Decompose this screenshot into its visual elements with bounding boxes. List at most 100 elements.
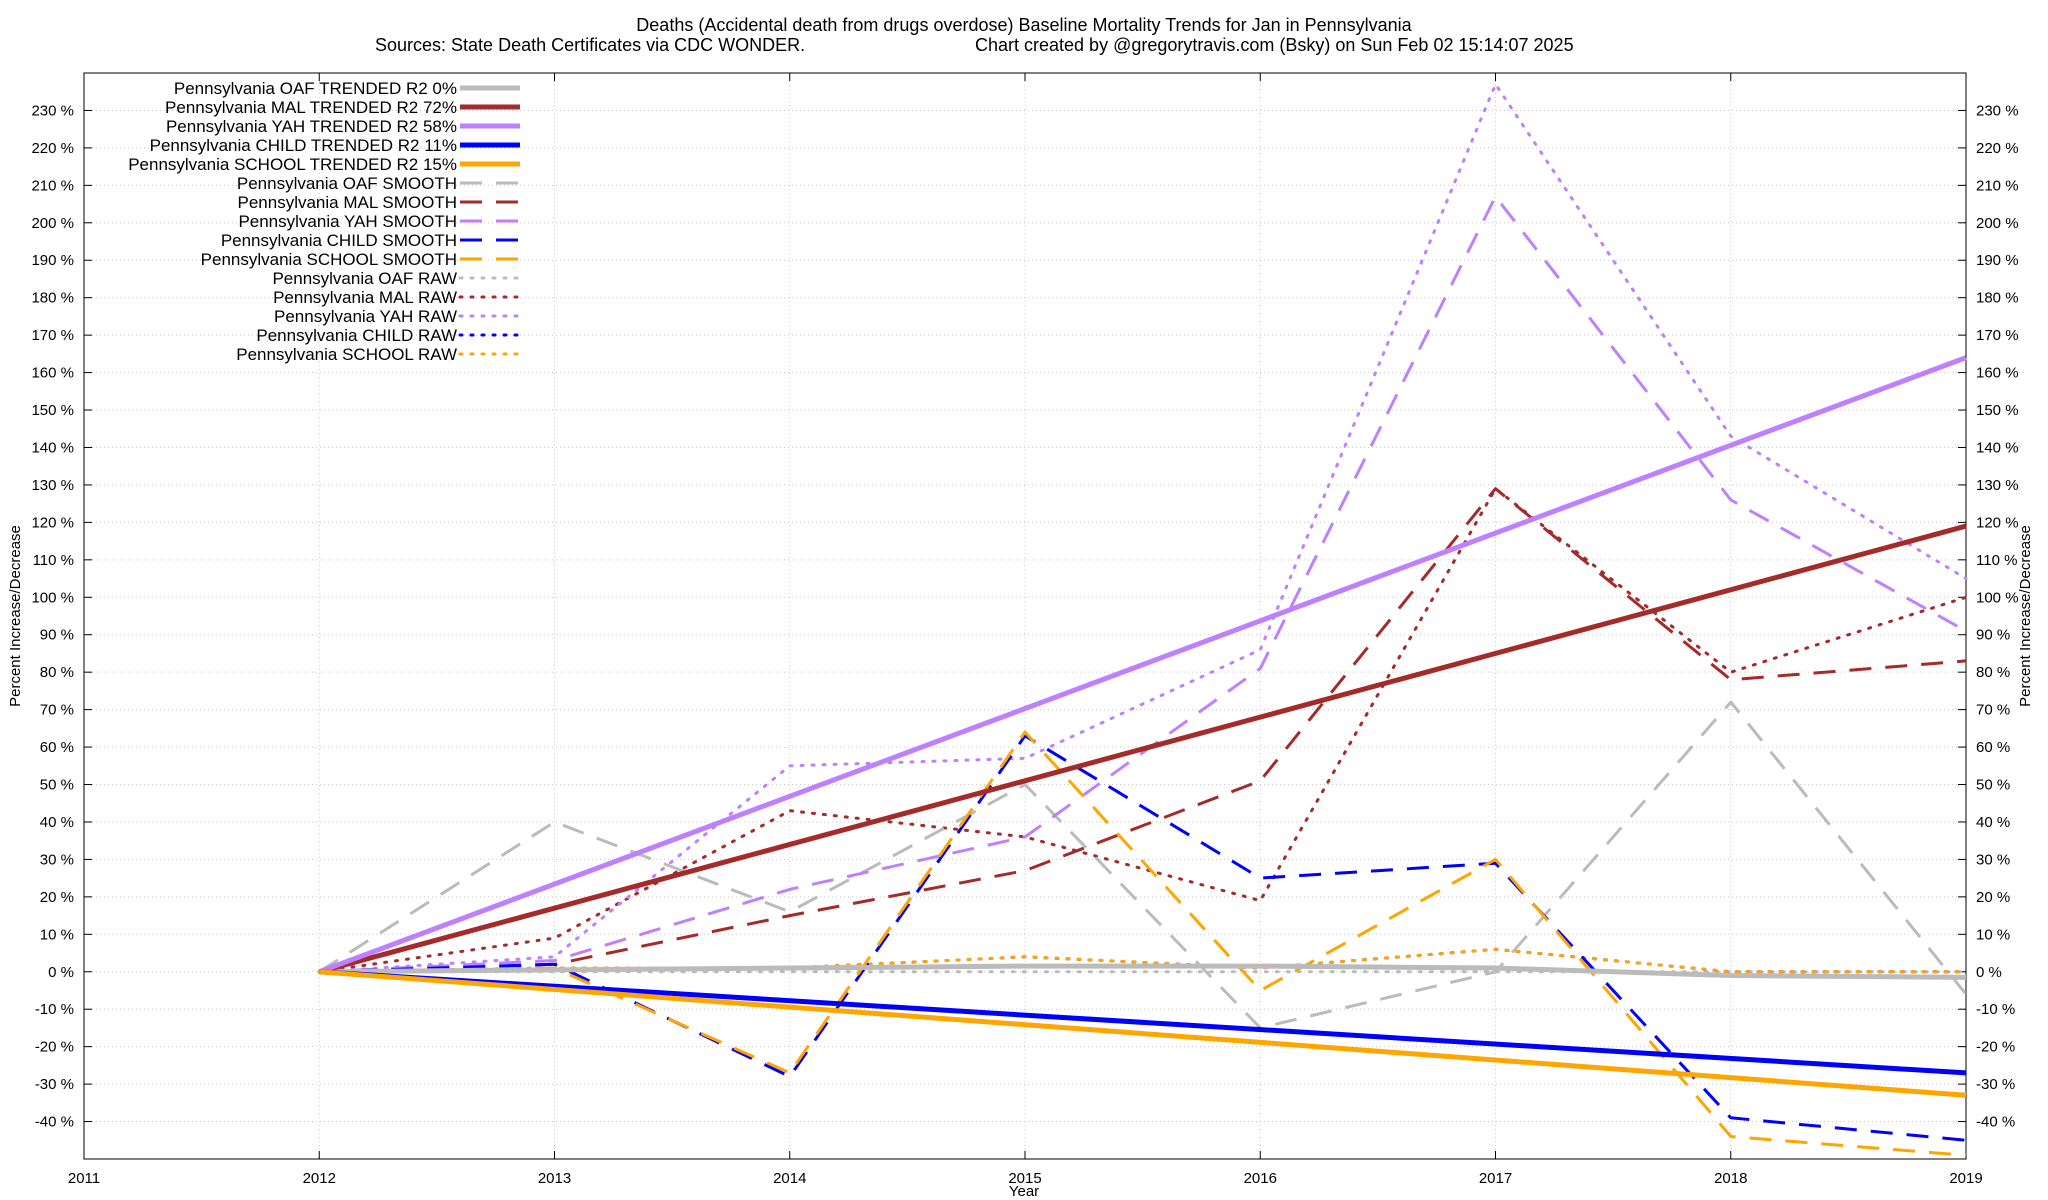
chart-subtitle-source: Sources: State Death Certificates via CD… [375, 35, 805, 55]
y-tick-label-left: -20 % [35, 1039, 74, 1056]
y-tick-label-left: 130 % [31, 477, 74, 494]
chart-title: Deaths (Accidental death from drugs over… [636, 15, 1412, 35]
y-tick-label-left: 140 % [31, 439, 74, 456]
legend-label: Pennsylvania YAH TRENDED R2 58% [166, 117, 457, 136]
x-tick-label: 2012 [303, 1170, 336, 1187]
legend-label: Pennsylvania SCHOOL SMOOTH [201, 250, 457, 269]
series-lines [317, 82, 1968, 1157]
y-tick-label-left: 150 % [31, 402, 74, 419]
legend-label: Pennsylvania OAF RAW [272, 269, 457, 288]
y-tick-label-left: 190 % [31, 252, 74, 269]
series-child-dashed-line [319, 734, 1967, 1142]
legend-label: Pennsylvania OAF TRENDED R2 0% [174, 79, 457, 98]
y-tick-label-right: 180 % [1976, 290, 2019, 307]
series-child-solid-line [319, 969, 1967, 1076]
legend-label: Pennsylvania SCHOOL TRENDED R2 15% [128, 155, 457, 174]
legend-label: Pennsylvania CHILD SMOOTH [221, 231, 457, 250]
y-tick-label-left: 100 % [31, 589, 74, 606]
y-tick-label-right: 60 % [1976, 739, 2010, 756]
y-tick-label-right: 220 % [1976, 140, 2019, 157]
legend: Pennsylvania OAF TRENDED R2 0%Pennsylvan… [128, 79, 522, 364]
y-tick-label-right: 190 % [1976, 252, 2019, 269]
y-tick-label-right: 10 % [1976, 926, 2010, 943]
y-tick-label-right: 90 % [1976, 627, 2010, 644]
axis-ticks: 2011 2012 2013 2014 2015 2016 2017 2018 2019 230 … [31, 73, 2019, 1187]
y-tick-label-left: 210 % [31, 177, 74, 194]
y-tick-label-left: -40 % [35, 1114, 74, 1131]
y-tick-label-right: -40 % [1976, 1114, 2015, 1131]
y-tick-label-left: 80 % [40, 664, 74, 681]
y-tick-label-right: 120 % [1976, 514, 2019, 531]
y-tick-label-left: -10 % [35, 1001, 74, 1018]
series-oaf-dashed-line [318, 700, 1968, 1030]
legend-label: Pennsylvania SCHOOL RAW [236, 345, 457, 364]
series-school-solid-line [319, 969, 1967, 1098]
y-tick-label-right: 20 % [1976, 889, 2010, 906]
legend-label: Pennsylvania MAL RAW [273, 288, 457, 307]
y-tick-label-right: 70 % [1976, 702, 2010, 719]
series-mal-dotted-line [317, 487, 1968, 974]
y-tick-label-right: 80 % [1976, 664, 2010, 681]
legend-label: Pennsylvania MAL TRENDED R2 72% [165, 98, 457, 117]
y-tick-label-right: 200 % [1976, 215, 2019, 232]
series-mal-solid-line [318, 523, 1967, 975]
y-tick-label-left: 10 % [40, 926, 74, 943]
series-mal-dashed-line [319, 487, 1967, 974]
x-tick-label: 2013 [538, 1170, 571, 1187]
y-tick-label-right: 230 % [1976, 102, 2019, 119]
y-tick-label-right: 40 % [1976, 814, 2010, 831]
y-tick-label-left: 160 % [31, 365, 74, 382]
y-tick-label-right: -10 % [1976, 1001, 2015, 1018]
series-yah-dashed-line [319, 195, 1967, 974]
x-tick-label: 2011 [68, 1170, 100, 1187]
y-tick-label-right: 160 % [1976, 365, 2019, 382]
y-tick-label-left: 0 % [48, 964, 74, 981]
y-tick-label-right: 0 % [1976, 964, 2002, 981]
y-tick-label-right: 100 % [1976, 589, 2019, 606]
y-tick-label-left: 180 % [31, 290, 74, 307]
legend-label: Pennsylvania CHILD TRENDED R2 11% [150, 136, 457, 155]
x-tick-label: 2017 [1479, 1170, 1512, 1187]
y-tick-label-right: 130 % [1976, 477, 2019, 494]
y-tick-label-right: -20 % [1976, 1039, 2015, 1056]
y-tick-label-left: -30 % [35, 1076, 74, 1093]
y-tick-label-left: 50 % [40, 777, 74, 794]
x-tick-label: 2015 [1008, 1170, 1041, 1187]
y-tick-label-left: 40 % [40, 814, 74, 831]
y-tick-label-right: 30 % [1976, 851, 2010, 868]
series-school-dashed-line [319, 730, 1967, 1157]
x-tick-label: 2019 [1949, 1170, 1982, 1187]
y-tick-label-left: 60 % [40, 739, 74, 756]
y-tick-label-left: 120 % [31, 514, 74, 531]
y-axis-label-right: Percent Increase/Decrease [2017, 525, 2034, 707]
legend-label: Pennsylvania YAH RAW [274, 307, 457, 326]
y-tick-label-left: 170 % [31, 327, 74, 344]
legend-label: Pennsylvania CHILD RAW [256, 326, 457, 345]
legend-label: Pennsylvania OAF SMOOTH [237, 174, 457, 193]
series-yah-solid-line [318, 355, 1967, 975]
y-tick-label-right: -30 % [1976, 1076, 2015, 1093]
y-tick-label-left: 30 % [40, 851, 74, 868]
y-tick-label-left: 230 % [31, 102, 74, 119]
grid [84, 73, 1966, 1159]
y-tick-label-left: 220 % [31, 140, 74, 157]
y-tick-label-right: 170 % [1976, 327, 2019, 344]
y-tick-label-right: 110 % [1976, 552, 2017, 569]
y-tick-label-left: 70 % [40, 702, 74, 719]
y-tick-label-left: 20 % [40, 889, 74, 906]
series-oaf-solid-line [319, 963, 1967, 980]
legend-label: Pennsylvania YAH SMOOTH [238, 212, 457, 231]
y-axis-label-left: Percent Increase/Decrease [7, 525, 24, 707]
y-tick-label-right: 50 % [1976, 777, 2010, 794]
y-tick-label-right: 210 % [1976, 177, 2019, 194]
x-tick-label: 2014 [773, 1170, 806, 1187]
legend-label: Pennsylvania MAL SMOOTH [238, 193, 458, 212]
y-tick-label-left: 90 % [40, 627, 74, 644]
y-tick-label-right: 140 % [1976, 439, 2019, 456]
series-yah-dotted-line [317, 82, 1968, 974]
x-tick-label: 2016 [1244, 1170, 1277, 1187]
y-tick-label-left: 200 % [31, 215, 74, 232]
y-tick-label-left: 110 % [33, 552, 74, 569]
x-tick-label: 2018 [1714, 1170, 1747, 1187]
